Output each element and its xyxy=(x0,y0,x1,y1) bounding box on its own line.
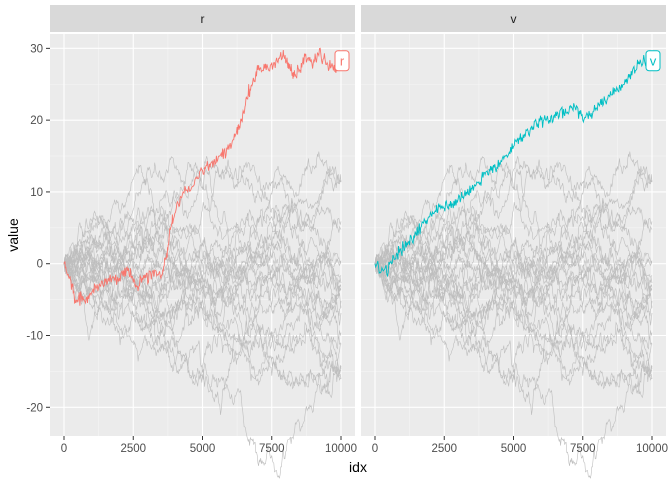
x-tick-label: 10000 xyxy=(636,443,668,455)
x-axis-title: idx xyxy=(349,459,367,475)
background-series-v xyxy=(374,151,653,479)
background-series-line xyxy=(374,215,653,367)
background-series-line xyxy=(374,256,653,479)
background-series-line xyxy=(374,166,653,274)
background-series-line xyxy=(63,247,342,329)
y-tick-label: 10 xyxy=(30,187,43,199)
background-series-line xyxy=(63,168,342,331)
background-series-line xyxy=(374,222,653,341)
background-series-line xyxy=(374,195,653,320)
strip-background-r xyxy=(50,5,355,32)
background-series-line xyxy=(374,234,653,329)
highlight-label-v: v xyxy=(645,50,661,72)
x-tick-label: 2500 xyxy=(431,443,457,455)
strip-label-r: r xyxy=(201,12,205,26)
background-series-line xyxy=(63,166,342,274)
highlight-series-line-v xyxy=(374,55,653,278)
label-text-v: v xyxy=(650,54,657,69)
y-tick-label: 30 xyxy=(30,43,43,55)
y-axis: -20 -10 0 10 20 30 xyxy=(26,43,50,414)
background-series-line xyxy=(63,156,342,280)
x-axis: 0 2500 5000 7500 10000 0 2500 5000 7500 10000 xyxy=(61,436,668,455)
background-series-r xyxy=(63,151,342,479)
background-series-line xyxy=(63,235,342,381)
strip-label-v: v xyxy=(511,12,517,26)
y-tick-label: 20 xyxy=(30,115,43,127)
background-series-line xyxy=(374,210,653,320)
highlight-label-r: r xyxy=(334,50,350,72)
y-tick-label: -10 xyxy=(26,331,43,343)
x-tick-label: 5000 xyxy=(501,443,527,455)
x-tick-label: 0 xyxy=(372,443,378,455)
panel-r: r r xyxy=(50,5,355,479)
x-tick-label: 7500 xyxy=(570,443,596,455)
background-series-line xyxy=(63,230,342,326)
label-box-v xyxy=(645,50,661,72)
x-tick-label: 10000 xyxy=(325,443,357,455)
label-box-r xyxy=(334,50,350,72)
background-series-line xyxy=(63,256,342,479)
background-series-line xyxy=(374,230,653,326)
background-series-line xyxy=(374,213,653,295)
x-tick-label: 2500 xyxy=(120,443,146,455)
x-tick-label: 0 xyxy=(61,443,67,455)
label-text-r: r xyxy=(340,54,345,69)
background-series-line xyxy=(63,222,342,341)
background-series-line xyxy=(63,195,342,320)
highlight-series-line-r xyxy=(63,47,342,306)
x-tick-label: 5000 xyxy=(190,443,216,455)
y-axis-title: value xyxy=(5,218,21,252)
background-series-line xyxy=(374,168,653,331)
background-series-line xyxy=(63,215,342,367)
strip-background-v xyxy=(361,5,666,32)
highlight-series-r xyxy=(63,47,342,306)
background-series-line xyxy=(63,213,342,295)
background-series-line xyxy=(374,235,653,381)
background-series-line xyxy=(374,156,653,280)
background-series-line xyxy=(63,210,342,320)
background-series-line xyxy=(374,247,653,329)
y-tick-label: 0 xyxy=(37,259,43,271)
panel-v: v v xyxy=(361,5,666,479)
background-series-line xyxy=(63,234,342,329)
highlight-series-v xyxy=(374,55,653,278)
x-tick-label: 7500 xyxy=(259,443,285,455)
y-tick-label: -20 xyxy=(26,402,43,414)
